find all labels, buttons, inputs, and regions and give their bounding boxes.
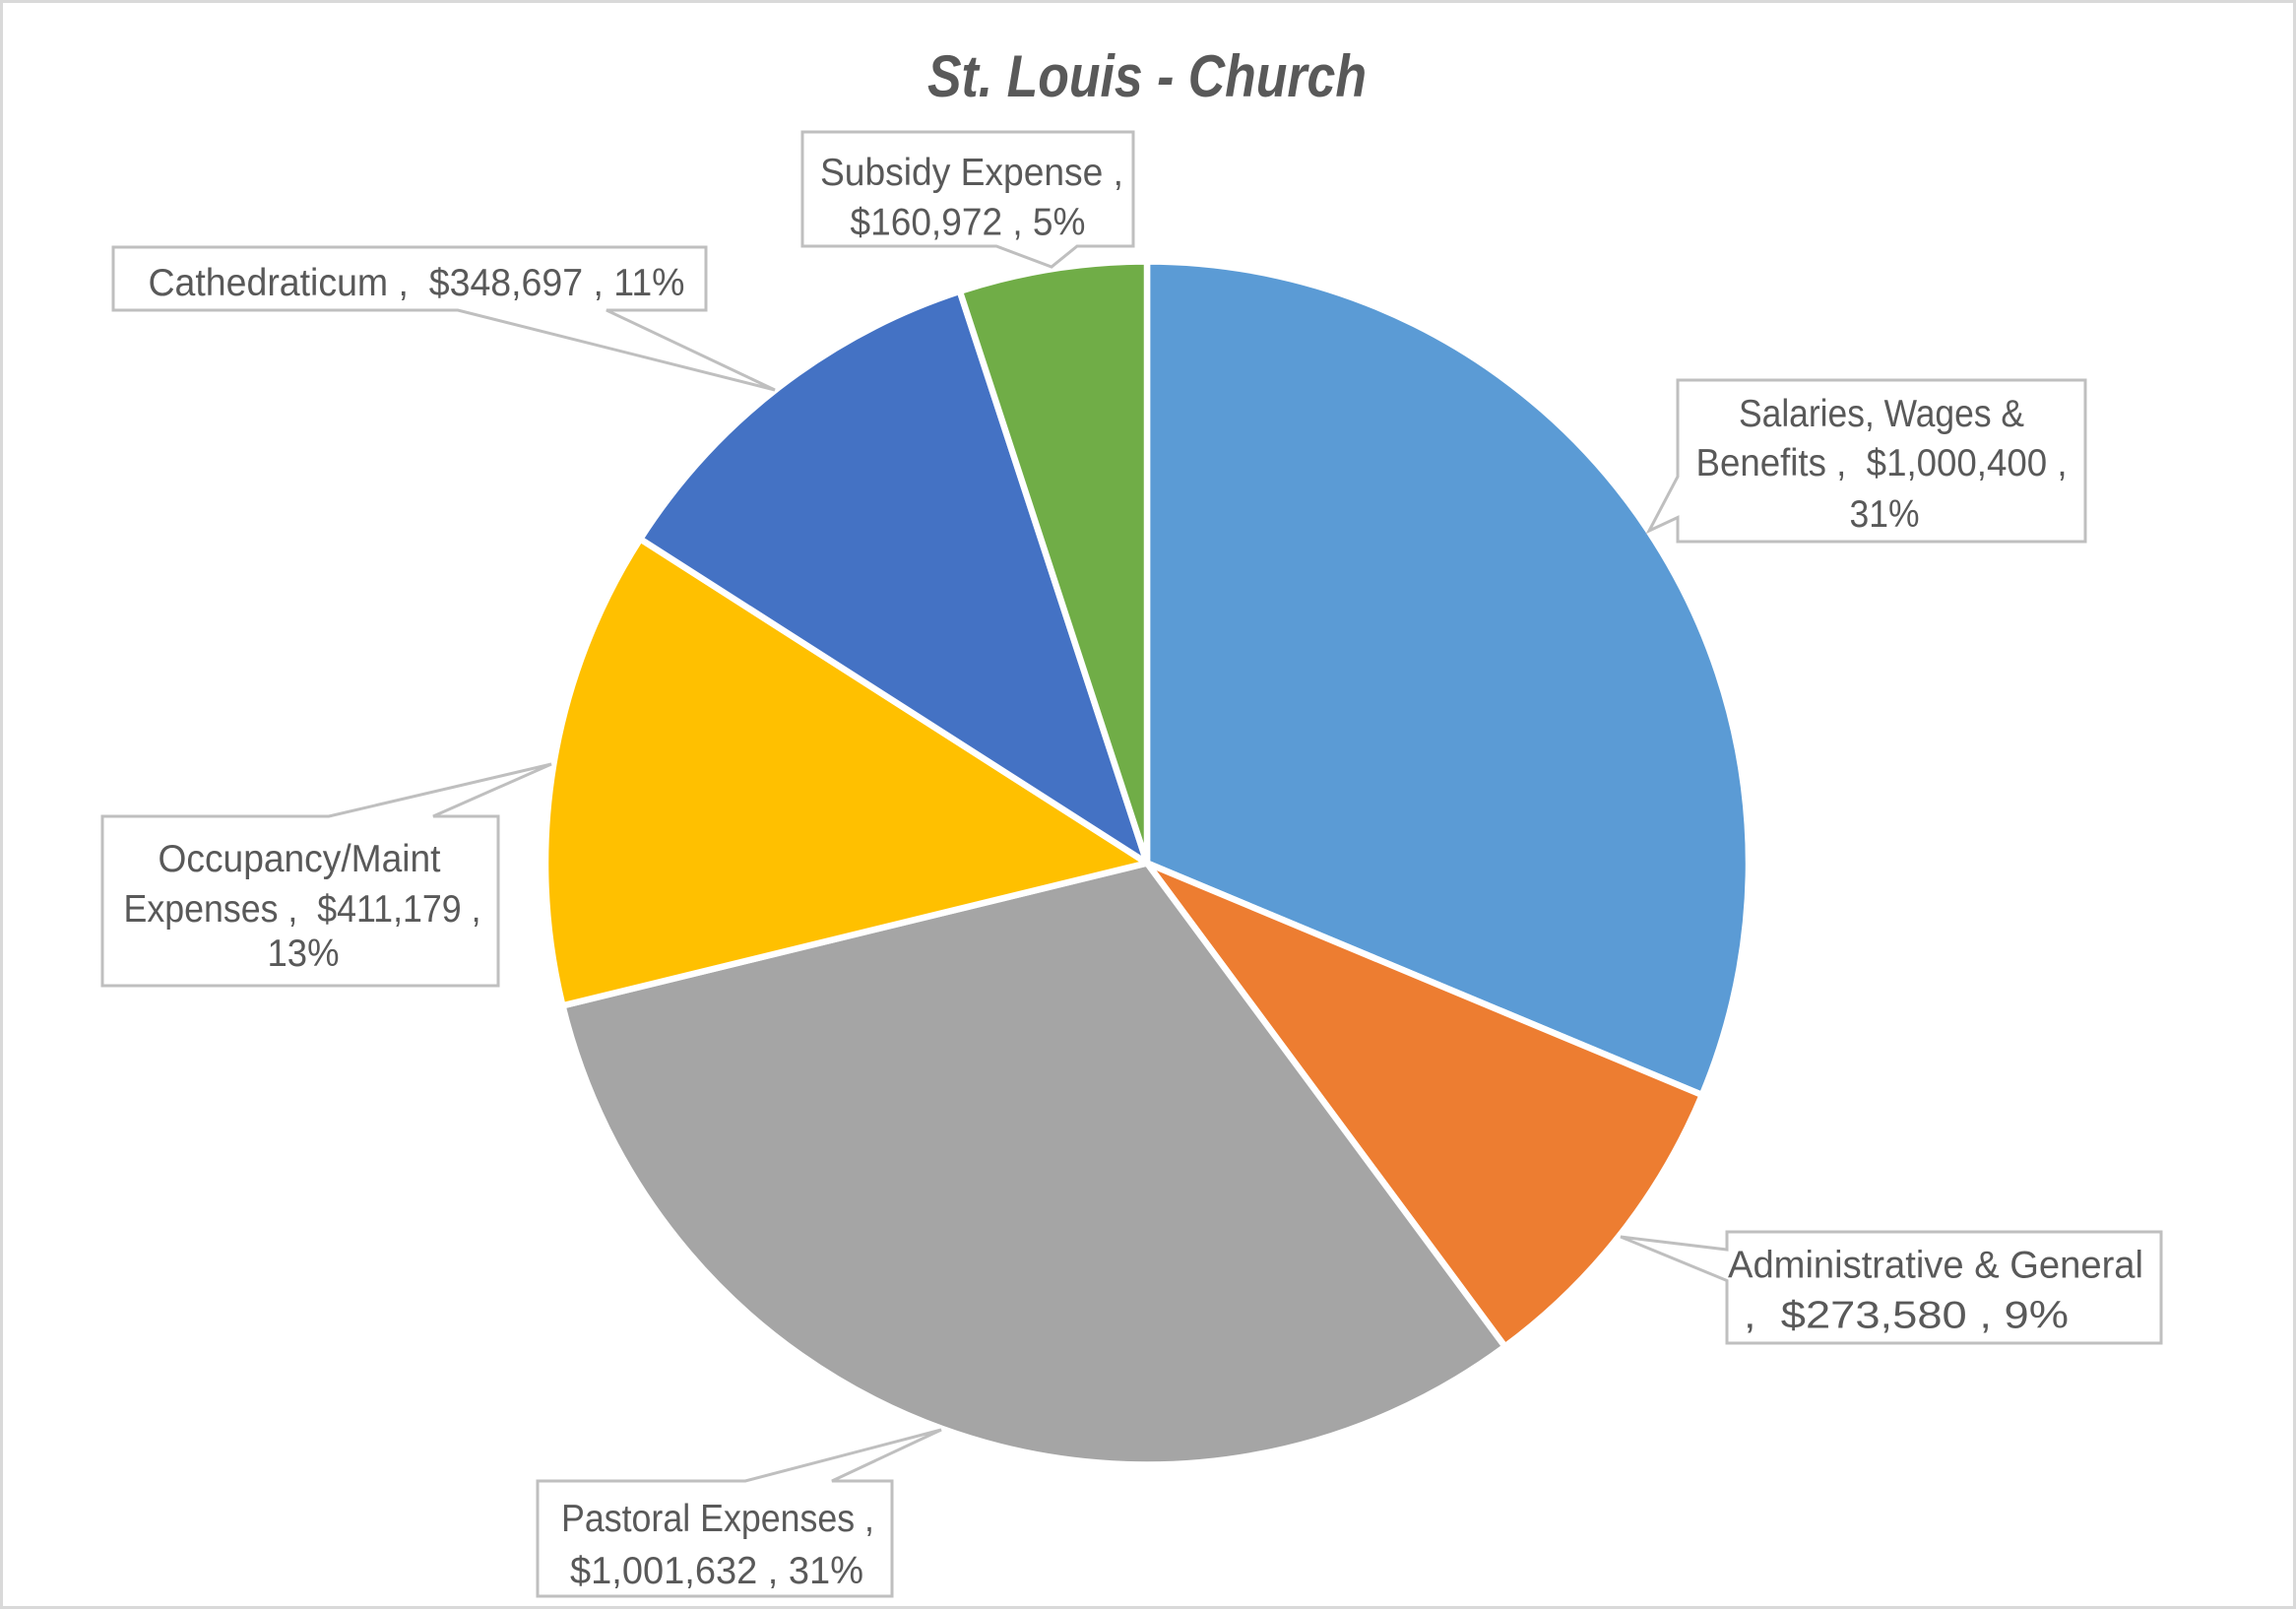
svg-text:Benefits , $1,000,400 ,: Benefits , $1,000,400 , xyxy=(1696,442,2068,484)
svg-text:$1,001,632 , 31%: $1,001,632 , 31% xyxy=(570,1550,863,1592)
svg-text:Expenses , $411,179 ,: Expenses , $411,179 , xyxy=(124,888,481,931)
svg-text:Occupancy/Maint: Occupancy/Maint xyxy=(159,838,441,880)
svg-text:13%: 13% xyxy=(268,933,340,975)
svg-text:31%: 31% xyxy=(1850,493,1920,536)
svg-text:Cathedraticum , $348,697 , 11: Cathedraticum , $348,697 , 11% xyxy=(149,262,685,304)
svg-text:Pastoral Expenses ,: Pastoral Expenses , xyxy=(561,1498,874,1540)
svg-text:$160,972 , 5%: $160,972 , 5% xyxy=(851,202,1086,244)
svg-text:Administrative & General: Administrative & General xyxy=(1728,1245,2143,1287)
svg-text:, $273,580 , 9%: , $273,580 , 9% xyxy=(1744,1295,2069,1337)
svg-text:Subsidy Expense ,: Subsidy Expense , xyxy=(820,152,1123,194)
svg-text:Salaries, Wages &: Salaries, Wages & xyxy=(1739,393,2024,435)
svg-text:St. Louis - Church: St. Louis - Church xyxy=(927,43,1367,109)
